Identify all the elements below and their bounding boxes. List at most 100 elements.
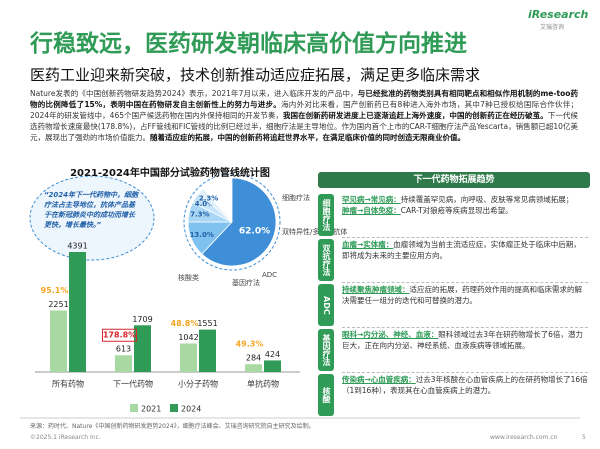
value-label: 1042 [178,333,198,342]
row-divider [342,327,588,328]
trend-tag: ADC [318,284,334,326]
growth-label: 48.8% [171,319,199,328]
pie-value-label: 62.0% [239,226,270,236]
trend-text: 眼科领域过去3年在研药物增长了6倍，潜力巨大，正在向内分泌、神经系统、血液疾病等… [342,330,583,350]
trend-items: 持续聚焦肿瘤领域：适应症的拓展，药理药效作用的提高和临床需求的解决需要任一组分的… [342,284,588,306]
pie-value-label: 13.0% [190,231,214,239]
pie-category-label: 双特异性/多异性抗体 [282,227,347,236]
paragraph-segment: 随着适应症的拓展，中国的创新药将追赶世界水平，在满足临床价值的同时创造无限商业价… [150,133,465,142]
pie-value-label: 7.3% [190,210,209,218]
trend-item: 持续聚焦肿瘤领域：适应症的拓展，药理药效作用的提高和临床需求的解决需要任一组分的… [342,284,588,306]
callout-text: “2024年下一代药物中，细胞疗法占主导地位，抗体产品基于在新冠肺炎中的成功而增… [44,191,138,229]
trend-title: 下一代药物拓展趋势 [413,175,495,185]
trend-head: 罕见病→常见病： [342,195,401,204]
trend-text: 适应症的拓展，药理药效作用的提高和临床需求的解决需要任一组分的迭代和可替换的潜力… [342,285,582,305]
x-tick-label: 单抗药物 [247,379,279,389]
legend-label: 2021 [141,405,161,414]
value-label: 424 [265,350,280,359]
trend-item: 传染病→心血管疾病：过去3年核酸在心血管疾病上的在研药物增长了16倍（1到16种… [342,374,588,396]
paragraph: Nature发表的《中国创新药物研发趋势2024》表示，2021年7月以来，进入… [30,88,578,143]
bar [69,252,86,372]
growth-label: 178.8% [103,331,136,340]
bar [264,360,281,372]
paragraph-segment: 与已经批准的药物类别具有相同靶点和相似作用机制的me-too药物的比例降低了15… [30,89,578,109]
trend-items: 眼科→内分泌、神经、血液：眼科领域过去3年在研药物增长了6倍，潜力巨大，正在向内… [342,329,588,351]
trend-tag: 基因疗法 [318,329,334,371]
value-label: 4391 [67,242,87,251]
legend-label: 2024 [181,405,201,414]
trend-row: 细胞疗法 罕见病→常见病：持续覆盖罕见病，向呼吸、皮肤等常见病领域拓展； 肿瘤→自体… [318,192,590,238]
trend-tag: 细胞疗法 [318,194,334,236]
source: 来源：药时代、Nature《中国创新药物研发趋势2024》，细胞疗法峰会、艾瑞咨… [30,423,315,430]
pie-outline [183,173,281,271]
value-label: 613 [116,345,131,354]
trend-row: ADC 持续聚焦肿瘤领域：适应症的拓展，药理药效作用的提高和临床需求的解决需要任一… [318,282,590,328]
trend-tag: 双抗疗法 [318,239,334,281]
trend-text: 过去3年核酸在心血管疾病上的在研药物增长了16倍（1到16种），表现其在心血管疾… [342,375,588,395]
title: 行稳致远，医药研发朝临床高价值方向推进 [30,31,467,57]
pie-category-label: 核酸类 [178,273,199,282]
trend-items: 传染病→心血管疾病：过去3年核酸在心血管疾病上的在研药物增长了16倍（1到16种… [342,374,588,396]
copyright: ©2025.1 iResearch Inc. [30,434,101,441]
value-label: 2251 [48,300,68,309]
trend-item: 罕见病→常见病：持续覆盖罕见病，向呼吸、皮肤等常见病领域拓展； [342,194,588,205]
x-tick-label: 所有药物 [52,379,84,389]
trend-text: 血瘤领域为当前主流适应症，实体瘤正处于临床中后期，即将成为未来的主要应用方向。 [342,240,581,260]
value-label: 1551 [197,319,217,328]
legend-swatch [170,404,178,412]
trend-text: 持续覆盖罕见病，向呼吸、皮肤等常见病领域拓展； [400,195,574,204]
trend-items: 血瘤→实体瘤：血瘤领域为当前主流适应症，实体瘤正处于临床中后期，即将成为未来的主… [342,239,588,261]
legend-swatch [130,404,138,412]
chart-title: 2021-2024年中国部分试验药物管线统计图 [70,168,270,179]
subtitle: 医药工业迎来新突破，技术创新推动适应症拓展，满足更多临床需求 [30,66,481,84]
pie-category-label: 基因疗法 [232,278,260,287]
logo-sub: 艾瑞咨询 [540,24,565,31]
page-number: 5 [582,434,586,441]
trend-row: 双抗疗法 血瘤→实体瘤：血瘤领域为当前主流适应症，实体瘤正处于临床中后期，即将成为… [318,237,590,283]
pie-category-label: 细胞疗法 [282,193,310,202]
trend-item: 血瘤→实体瘤：血瘤领域为当前主流适应症，实体瘤正处于临床中后期，即将成为未来的主… [342,239,588,261]
trend-text: CAR-T对狼疮等疾病显现出希望。 [400,206,513,215]
bar [115,355,132,372]
trend-head: 肿瘤→自体免疫： [342,206,401,215]
growth-box [102,328,137,342]
trend-head: 持续聚焦肿瘤领域： [342,285,410,294]
pie-category-label: ADC [262,271,277,279]
row-divider [342,282,588,283]
bar [199,329,216,372]
trend-items: 罕见病→常见病：持续覆盖罕见病，向呼吸、皮肤等常见病领域拓展； 肿瘤→自体免疫：C… [342,194,588,216]
pie-value-label: 4.0% [195,200,214,208]
growth-label: 95.1% [41,286,69,295]
bar [245,364,262,372]
bar [134,325,151,372]
value-label: 1709 [132,315,152,324]
url: www.iresearch.com.cn [490,434,558,441]
callout-bubble [29,175,155,261]
paragraph-segment: 我国在创新药研发进度上已逐渐追赶上海外速度，中国的创新药正在经历破茧。 [282,111,548,120]
logo: iResearch [528,8,589,21]
trend-row: 基因疗法 眼科→内分泌、神经、血液：眼科领域过去3年在研药物增长了6倍，潜力巨大，… [318,327,590,373]
paragraph-segment: Nature发表的《中国创新药物研发趋势2024》表示，2021年7月以来，进入… [30,89,358,98]
row-divider [342,237,588,238]
bar [180,343,197,372]
paragraph-segment: 下一代候选药物增长速度最快(178.8%)，占FF管线和FIC管线的比例已经过半… [30,111,578,142]
growth-label: 49.3% [236,340,264,349]
trend-tag: 核酸 [318,374,334,416]
trend-head: 血瘤→实体瘤： [342,240,394,249]
paragraph-segment: 海内外对比来看，国产创新药已有8种进入海外市场，其中7种已授权给国际合作伙伴；2… [30,100,579,120]
trend-item: 肿瘤→自体免疫：CAR-T对狼疮等疾病显现出希望。 [342,205,588,216]
trend-item: 眼科→内分泌、神经、血液：眼科领域过去3年在研药物增长了6倍，潜力巨大，正在向内… [342,329,588,351]
x-tick-label: 小分子药物 [178,379,218,389]
trend-row: 核酸 传染病→心血管疾病：过去3年核酸在心血管疾病上的在研药物增长了16倍（1到1… [318,372,590,418]
pie-slice [198,188,233,223]
trend-head: 眼科→内分泌、神经、血液： [342,330,439,339]
trend-header-bg [318,172,590,188]
pie-slice [201,177,277,267]
pie-value-label: 2.3% [199,195,218,203]
bar [50,310,67,372]
row-divider [342,372,588,373]
x-tick-label: 下一代药物 [113,379,153,389]
value-label: 284 [246,354,261,363]
